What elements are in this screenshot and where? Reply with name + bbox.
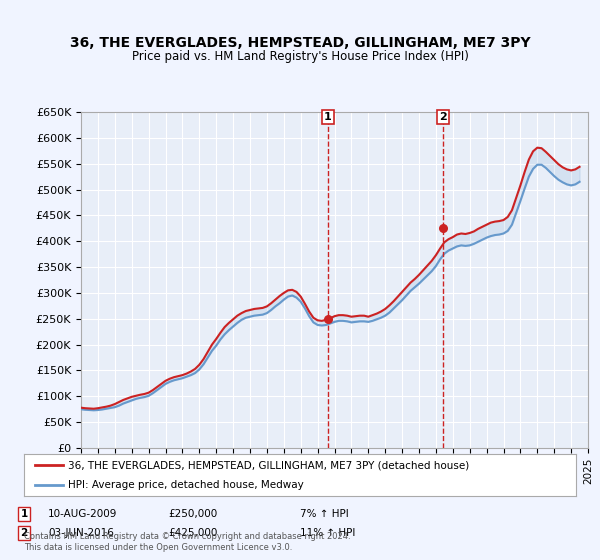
Text: 1: 1 <box>324 112 332 122</box>
Text: 1: 1 <box>20 509 28 519</box>
Point <box>438 224 448 233</box>
Text: HPI: Average price, detached house, Medway: HPI: Average price, detached house, Medw… <box>68 480 304 490</box>
Text: 03-JUN-2016: 03-JUN-2016 <box>48 528 114 538</box>
Text: 10-AUG-2009: 10-AUG-2009 <box>48 509 118 519</box>
Text: Price paid vs. HM Land Registry's House Price Index (HPI): Price paid vs. HM Land Registry's House … <box>131 50 469 63</box>
Text: 36, THE EVERGLADES, HEMPSTEAD, GILLINGHAM, ME7 3PY: 36, THE EVERGLADES, HEMPSTEAD, GILLINGHA… <box>70 36 530 50</box>
Text: Contains HM Land Registry data © Crown copyright and database right 2024.
This d: Contains HM Land Registry data © Crown c… <box>24 532 350 552</box>
Text: £425,000: £425,000 <box>168 528 217 538</box>
Text: 2: 2 <box>439 112 446 122</box>
Text: 2: 2 <box>20 528 28 538</box>
Text: 36, THE EVERGLADES, HEMPSTEAD, GILLINGHAM, ME7 3PY (detached house): 36, THE EVERGLADES, HEMPSTEAD, GILLINGHA… <box>68 460 469 470</box>
Point <box>323 314 332 323</box>
Text: £250,000: £250,000 <box>168 509 217 519</box>
Text: 11% ↑ HPI: 11% ↑ HPI <box>300 528 355 538</box>
Text: 7% ↑ HPI: 7% ↑ HPI <box>300 509 349 519</box>
